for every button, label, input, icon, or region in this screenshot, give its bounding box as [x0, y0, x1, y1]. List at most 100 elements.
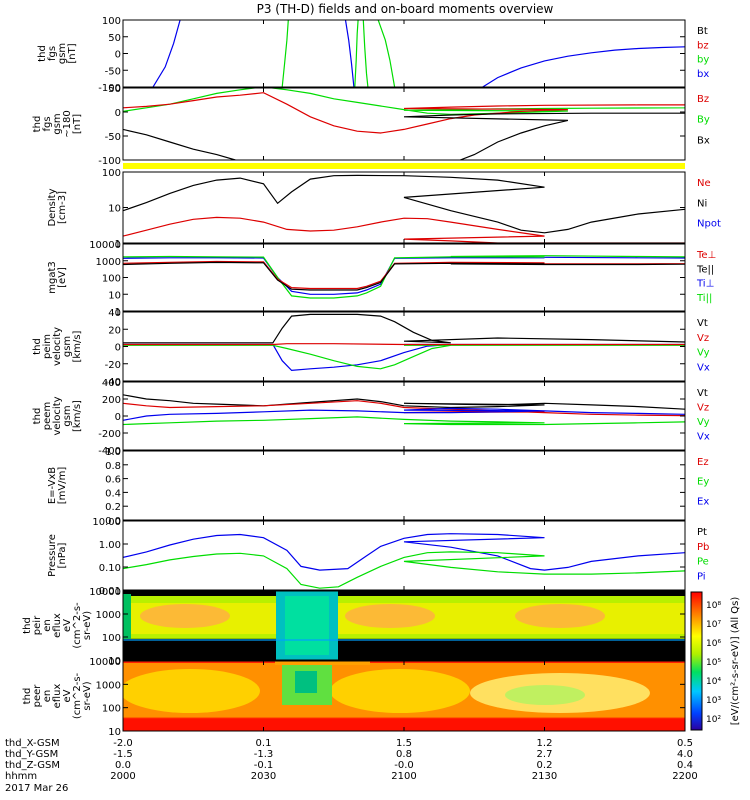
x-axis-row-label: hhmm — [5, 771, 37, 782]
legend-entry: Vy — [697, 417, 710, 428]
legend-entry: Npot — [697, 219, 721, 230]
colorbar-label: [eV/(cm²-s-sr-eV)] (All Qs) — [730, 597, 741, 726]
y-axis-label: ~180 — [62, 110, 73, 137]
y-axis-label: E=-VxB — [47, 467, 58, 504]
y-tick-label: 1.00 — [99, 540, 121, 551]
y-tick-label: 0 — [115, 343, 121, 354]
y-axis-label: (cm^2-s- — [72, 672, 83, 719]
panel-5: 40 20 0 -20 -40 thd peim velocity gsm [km/s] Vt Vz V… — [32, 308, 710, 388]
y-axis-label: en — [42, 690, 53, 703]
legend-entry: Vy — [697, 348, 710, 359]
y-axis-label: velocity — [52, 396, 63, 435]
series-line — [123, 407, 685, 421]
legend-entry: Pe — [697, 557, 709, 568]
y-tick-label: -50 — [105, 66, 121, 77]
series-line — [123, 343, 685, 372]
series-line — [123, 533, 685, 571]
x-axis-value: -2.0 — [113, 738, 133, 749]
y-tick-label: -100 — [98, 83, 121, 94]
legend-entry: Ne — [697, 178, 711, 189]
legend-entry: Pt — [697, 527, 707, 538]
y-tick-label: 100 — [102, 704, 121, 715]
y-tick-label: 100 — [102, 633, 121, 644]
legend-entry: Ni — [697, 198, 707, 209]
y-axis-label: gsm — [52, 113, 63, 134]
series-line — [281, 20, 289, 87]
y-axis-label: [km/s] — [72, 330, 83, 362]
y-tick-label: 10.00 — [92, 517, 121, 528]
y-tick-label: 1000 — [96, 680, 121, 691]
x-axis-value: 1.2 — [537, 738, 553, 749]
y-tick-label: 1000 — [96, 610, 121, 621]
y-axis-label: [eV] — [57, 267, 68, 288]
x-axis-value: 0.2 — [537, 760, 553, 771]
legend-entry: Pb — [697, 542, 709, 553]
legend-entry: bx — [697, 69, 709, 80]
y-tick-label: 10 — [108, 727, 121, 738]
legend-entry: By — [697, 115, 710, 126]
series-line — [123, 260, 685, 290]
y-axis-label: peim — [42, 334, 53, 359]
y-tick-label: -20 — [105, 360, 121, 371]
legend-entry: Te|| — [696, 264, 714, 275]
series-line — [123, 344, 685, 370]
spectrogram-9 — [123, 591, 685, 660]
y-axis-label: sr-eV) — [82, 681, 93, 710]
x-axis-value: 0.1 — [256, 738, 272, 749]
spectrogram-10 — [123, 661, 685, 731]
series-line — [123, 394, 685, 413]
y-tick-label: 10000 — [89, 657, 121, 668]
panel-4: 10000 1000 100 10 1 mgat3 [eV] Te⊥ Te|| Ti⊥ Ti|| — [47, 240, 716, 318]
y-axis-label: gsm — [62, 336, 73, 357]
x-axis-value: 2030 — [251, 771, 276, 782]
legend-entry: Bx — [697, 135, 710, 146]
y-axis-label: Density — [47, 188, 58, 226]
y-axis-label: peer — [32, 684, 43, 708]
y-tick-label: 10 — [108, 656, 121, 667]
y-tick-label: 0.4 — [105, 488, 121, 499]
legend-entry: Vx — [697, 432, 710, 443]
legend-entry: Vx — [697, 362, 710, 373]
legend-entry: Ey — [697, 477, 709, 488]
colorbar-tick-label: 10⁴ — [706, 677, 721, 687]
panel-2: 50 0 -50 -100 thd fgs gsm ~180 [nT] Bz By Bx — [32, 84, 710, 167]
panel-7: 1.0 0.8 0.6 0.4 0.2 0.0 E=-VxB [mV/m] Ez Ey Ex — [47, 447, 709, 527]
legend-entry: Vt — [697, 388, 708, 399]
x-axis-value: 2.7 — [537, 749, 553, 760]
colorbar-tick-label: 10³ — [706, 696, 721, 706]
legend-entry: Te⊥ — [696, 250, 716, 261]
y-tick-label: 1 — [115, 307, 121, 318]
legend-entry: by — [697, 55, 709, 66]
y-axis-label: mgat3 — [47, 261, 58, 294]
y-axis-label: Pressure — [47, 534, 58, 577]
x-axis-date: 2017 Mar 26 — [5, 783, 68, 794]
y-axis-label: eflux — [52, 613, 63, 638]
legend-entry: Pi — [697, 571, 706, 582]
series-line — [482, 45, 685, 87]
y-axis-label: velocity — [52, 327, 63, 366]
y-axis-label: fgs — [42, 116, 53, 131]
legend-entry: bz — [697, 40, 709, 51]
colorbar-tick-label: 10⁸ — [706, 601, 721, 611]
y-tick-label: 100 — [102, 16, 121, 27]
series-line — [344, 20, 355, 87]
y-tick-label: 400 — [102, 378, 121, 389]
status-bar — [123, 163, 685, 169]
x-axis-row-label: thd_Y-GSM — [5, 749, 58, 760]
y-tick-label: 0.6 — [105, 475, 121, 486]
legend-entry: Bz — [697, 94, 709, 105]
y-tick-label: 10 — [108, 204, 121, 215]
y-tick-label: 0.0 — [105, 516, 121, 527]
legend-entry: Ex — [697, 496, 709, 507]
legend-entry: Vz — [697, 403, 709, 414]
series-line — [123, 400, 685, 417]
panel-1: 100 50 0 -50 -100 thd fgs gsm [nT] Bt bz by bx — [37, 16, 709, 94]
y-tick-label: -400 — [98, 446, 121, 457]
y-tick-label: 200 — [102, 395, 121, 406]
series-line — [123, 174, 685, 234]
panel-frame — [122, 243, 686, 312]
series-line — [123, 92, 685, 134]
y-axis-label: peem — [42, 402, 53, 430]
y-tick-label: -50 — [105, 132, 121, 143]
